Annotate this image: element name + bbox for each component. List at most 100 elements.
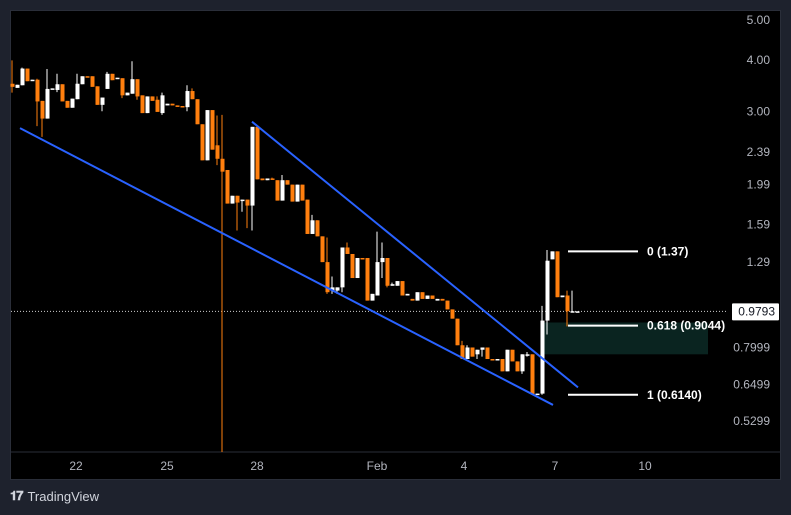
price-axis-label: 0.6499: [733, 378, 770, 392]
candle-body: [245, 199, 250, 206]
candle-body: [570, 311, 575, 313]
candle-down: [215, 115, 220, 166]
candle-body: [465, 347, 470, 360]
tradingview-logo-icon: 𝟏𝟕: [10, 488, 24, 503]
candle-body: [375, 262, 380, 296]
price-axis-label: 2.39: [747, 145, 771, 159]
candle-up: [130, 61, 135, 94]
candle-body: [195, 99, 200, 125]
candle-down: [225, 169, 230, 204]
candle-body: [25, 68, 30, 82]
candle-body: [425, 295, 430, 299]
candle-up: [480, 347, 485, 357]
trendline-wedge-upper[interactable]: [251, 120, 579, 389]
candle-body: [525, 354, 530, 356]
tradingview-logo[interactable]: 𝟏𝟕 TradingView: [10, 488, 99, 504]
candle-up: [575, 311, 580, 313]
time-axis-label: 22: [69, 459, 83, 473]
candle-up: [355, 257, 360, 279]
candle-body: [270, 178, 275, 180]
candle-up: [475, 349, 480, 360]
candle-body: [235, 195, 240, 203]
candle-up: [30, 79, 35, 82]
candle-body: [200, 124, 205, 161]
trendline-wedge-lower[interactable]: [19, 127, 554, 406]
candle-body: [50, 88, 55, 90]
candle-down: [235, 195, 240, 231]
candle-down: [150, 96, 155, 101]
candle-down: [245, 199, 250, 229]
price-axis-label: 1.29: [747, 255, 771, 269]
candle-up: [185, 85, 190, 112]
candle-up: [100, 97, 105, 112]
candle-down: [110, 73, 115, 81]
candle-body: [575, 311, 580, 313]
candle-down: [40, 100, 45, 137]
candle-down: [200, 124, 205, 161]
candle-body: [125, 92, 130, 96]
candle-down: [485, 347, 490, 360]
candle-up: [75, 73, 80, 100]
candle-up: [280, 175, 285, 201]
brand-name: TradingView: [27, 488, 100, 504]
candle-body: [35, 79, 40, 102]
candle-up: [390, 282, 395, 286]
candle-up: [165, 103, 170, 106]
price-axis-label: 4.00: [747, 53, 771, 67]
candle-down: [555, 251, 560, 298]
candle-body: [485, 347, 490, 360]
candle-up: [395, 281, 400, 286]
candle-up: [20, 67, 25, 86]
candle-down: [35, 78, 40, 127]
candle-body: [165, 103, 170, 106]
candle-body: [170, 103, 175, 106]
current-price-badge: [732, 303, 779, 321]
candle-body: [395, 281, 400, 286]
candle-down: [175, 105, 180, 107]
candle-body: [95, 86, 100, 105]
candle-body: [220, 158, 225, 172]
candle-body: [280, 180, 285, 201]
candle-body: [520, 354, 525, 372]
candle-body: [75, 83, 80, 100]
candle-body: [335, 287, 340, 291]
candle-down: [60, 84, 65, 102]
candle-body: [190, 91, 195, 100]
candle-up: [425, 295, 430, 299]
candle-up: [465, 345, 470, 360]
candle-body: [355, 257, 360, 279]
candle-body: [490, 359, 495, 361]
candle-body: [510, 349, 515, 362]
candle-up: [115, 77, 120, 80]
candle-body: [400, 281, 405, 296]
candle-body: [565, 295, 570, 312]
candle-up: [230, 195, 235, 204]
candle-body: [310, 220, 315, 234]
candle-down: [490, 359, 495, 361]
candle-down: [10, 60, 15, 93]
candle-body: [80, 76, 85, 85]
candle-up: [205, 110, 210, 161]
candle-down: [565, 290, 570, 327]
candle-up: [370, 293, 375, 301]
candle-up: [125, 92, 130, 96]
time-axis-label: 25: [160, 459, 174, 473]
candle-body: [250, 126, 255, 206]
candle-body: [240, 199, 245, 202]
candle-body: [505, 349, 510, 372]
candle-up: [380, 242, 385, 279]
candle-body: [115, 77, 120, 80]
candle-body: [295, 184, 300, 202]
candle-down: [455, 318, 460, 346]
candle-up: [505, 349, 510, 372]
candle-down: [515, 361, 520, 372]
candle-body: [110, 73, 115, 81]
candle-body: [255, 126, 260, 180]
candle-body: [135, 79, 140, 97]
candle-body: [55, 84, 60, 90]
candle-body: [145, 96, 150, 114]
candle-body: [435, 298, 440, 301]
candle-body: [160, 95, 165, 114]
candle-down: [190, 88, 195, 100]
